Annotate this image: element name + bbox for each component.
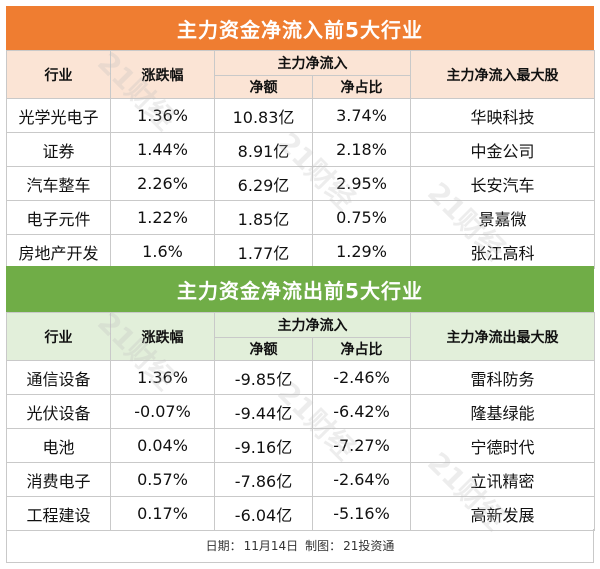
cell-industry: 电子元件 xyxy=(6,200,111,235)
table-row: 通信设备 1.36% -9.85亿 -2.46% 雷科防务 xyxy=(6,360,595,395)
cell-change: -0.07% xyxy=(110,394,215,429)
cell-industry: 汽车整车 xyxy=(6,166,111,201)
inflow-table: 行业 涨跌幅 主力净流入 主力净流入最大股 净额 净占比 光学光电子 1.36%… xyxy=(6,50,595,269)
cell-ratio: 2.18% xyxy=(312,132,411,167)
outflow-title: 主力资金净流出前5大行业 xyxy=(6,266,594,312)
cell-amount: -9.16亿 xyxy=(214,428,313,463)
cell-stock: 景嘉微 xyxy=(410,200,595,235)
cell-amount: -9.85亿 xyxy=(214,360,313,395)
cell-industry: 电池 xyxy=(6,428,111,463)
header-amount: 净额 xyxy=(214,75,313,99)
cell-stock: 高新发展 xyxy=(410,496,595,531)
cell-stock: 华映科技 xyxy=(410,98,595,133)
cell-amount: 1.77亿 xyxy=(214,234,313,269)
cell-ratio: -2.46% xyxy=(312,360,411,395)
header-net-flow: 主力净流入 xyxy=(214,50,411,76)
cell-stock: 中金公司 xyxy=(410,132,595,167)
cell-amount: -7.86亿 xyxy=(214,462,313,497)
cell-stock: 长安汽车 xyxy=(410,166,595,201)
outflow-table: 行业 涨跌幅 主力净流入 主力净流出最大股 净额 净占比 通信设备 1.36% … xyxy=(6,312,595,531)
table-row: 工程建设 0.17% -6.04亿 -5.16% 高新发展 xyxy=(6,496,595,531)
cell-stock: 张江高科 xyxy=(410,234,595,269)
cell-amount: 6.29亿 xyxy=(214,166,313,201)
cell-ratio: -7.27% xyxy=(312,428,411,463)
table-row: 光伏设备 -0.07% -9.44亿 -6.42% 隆基绿能 xyxy=(6,394,595,429)
cell-amount: 10.83亿 xyxy=(214,98,313,133)
cell-change: 2.26% xyxy=(110,166,215,201)
table-row: 电子元件 1.22% 1.85亿 0.75% 景嘉微 xyxy=(6,200,595,235)
footer-maker-label: 制图： xyxy=(305,539,342,553)
cell-change: 1.44% xyxy=(110,132,215,167)
header-top-stock: 主力净流出最大股 xyxy=(410,312,595,361)
cell-industry: 光学光电子 xyxy=(6,98,111,133)
cell-ratio: -2.64% xyxy=(312,462,411,497)
cell-industry: 光伏设备 xyxy=(6,394,111,429)
cell-change: 1.22% xyxy=(110,200,215,235)
header-ratio: 净占比 xyxy=(312,75,411,99)
table-row: 光学光电子 1.36% 10.83亿 3.74% 华映科技 xyxy=(6,98,595,133)
cell-stock: 立讯精密 xyxy=(410,462,595,497)
cell-change: 1.6% xyxy=(110,234,215,269)
cell-industry: 证券 xyxy=(6,132,111,167)
cell-amount: 1.85亿 xyxy=(214,200,313,235)
footer-maker: 21投资通 xyxy=(343,539,395,553)
header-net-flow: 主力净流入 xyxy=(214,312,411,338)
header-industry: 行业 xyxy=(6,50,111,99)
cell-ratio: -6.42% xyxy=(312,394,411,429)
cell-amount: 8.91亿 xyxy=(214,132,313,167)
header-industry: 行业 xyxy=(6,312,111,361)
table-row: 证券 1.44% 8.91亿 2.18% 中金公司 xyxy=(6,132,595,167)
cell-change: 0.17% xyxy=(110,496,215,531)
cell-industry: 通信设备 xyxy=(6,360,111,395)
header-ratio: 净占比 xyxy=(312,337,411,361)
header-amount: 净额 xyxy=(214,337,313,361)
table-row: 电池 0.04% -9.16亿 -7.27% 宁德时代 xyxy=(6,428,595,463)
cell-change: 1.36% xyxy=(110,98,215,133)
footer-date: 11月14日 xyxy=(243,539,299,553)
table-row: 汽车整车 2.26% 6.29亿 2.95% 长安汽车 xyxy=(6,166,595,201)
cell-ratio: 0.75% xyxy=(312,200,411,235)
cell-amount: -9.44亿 xyxy=(214,394,313,429)
table-row: 房地产开发 1.6% 1.77亿 1.29% 张江高科 xyxy=(6,234,595,269)
inflow-title: 主力资金净流入前5大行业 xyxy=(6,6,594,50)
cell-amount: -6.04亿 xyxy=(214,496,313,531)
cell-stock: 隆基绿能 xyxy=(410,394,595,429)
cell-ratio: 2.95% xyxy=(312,166,411,201)
cell-change: 1.36% xyxy=(110,360,215,395)
cell-stock: 宁德时代 xyxy=(410,428,595,463)
table-row: 消费电子 0.57% -7.86亿 -2.64% 立讯精密 xyxy=(6,462,595,497)
cell-industry: 房地产开发 xyxy=(6,234,111,269)
cell-change: 0.04% xyxy=(110,428,215,463)
header-top-stock: 主力净流入最大股 xyxy=(410,50,595,99)
cell-change: 0.57% xyxy=(110,462,215,497)
cell-industry: 消费电子 xyxy=(6,462,111,497)
cell-industry: 工程建设 xyxy=(6,496,111,531)
cell-stock: 雷科防务 xyxy=(410,360,595,395)
cell-ratio: 1.29% xyxy=(312,234,411,269)
header-change: 涨跌幅 xyxy=(110,50,215,99)
footer-date-label: 日期： xyxy=(205,539,242,553)
cell-ratio: -5.16% xyxy=(312,496,411,531)
cell-ratio: 3.74% xyxy=(312,98,411,133)
footer-caption: 日期： 11月14日 制图： 21投资通 xyxy=(6,529,594,563)
header-change: 涨跌幅 xyxy=(110,312,215,361)
